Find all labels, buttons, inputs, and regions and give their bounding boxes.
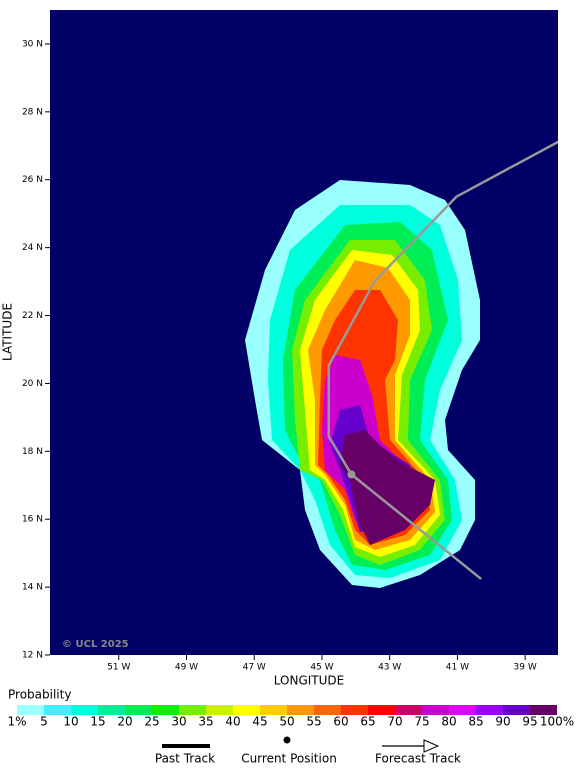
legend-label: 75 <box>414 715 429 729</box>
legend-label: 35 <box>198 715 213 729</box>
x-axis-label: LONGITUDE <box>274 674 344 688</box>
probability-contour <box>340 430 435 545</box>
y-tick-label: 26 N <box>22 175 43 185</box>
legend-swatch <box>422 705 449 715</box>
x-tick-label: 39 W <box>514 663 537 673</box>
legend-label: 25 <box>144 715 159 729</box>
x-tick-label: 41 W <box>446 663 469 673</box>
legend-label: 70 <box>387 715 402 729</box>
x-tick-label: 43 W <box>378 663 401 673</box>
legend-label: 90 <box>495 715 510 729</box>
legend-label: 60 <box>333 715 348 729</box>
legend-label: 95 <box>522 715 537 729</box>
legend-swatch <box>341 705 368 715</box>
legend-label: 65 <box>360 715 375 729</box>
legend-swatch <box>179 705 206 715</box>
legend-label: 40 <box>225 715 240 729</box>
legend-label: 45 <box>252 715 267 729</box>
legend-label: 5 <box>40 715 48 729</box>
copyright: © UCL 2025 <box>62 639 129 650</box>
legend-swatch <box>368 705 395 715</box>
legend-swatch <box>98 705 125 715</box>
x-tick-label: 45 W <box>310 663 333 673</box>
probability-field <box>245 180 480 588</box>
y-tick-label: 18 N <box>22 447 43 457</box>
legend-label: 10 <box>63 715 78 729</box>
key-label: Past Track <box>155 752 215 766</box>
legend-swatch <box>395 705 422 715</box>
legend-label: 20 <box>117 715 132 729</box>
y-tick-label: 28 N <box>22 107 43 117</box>
y-tick-label: 22 N <box>22 311 43 321</box>
y-tick-label: 12 N <box>22 651 43 661</box>
legend-swatch <box>476 705 503 715</box>
y-tick-label: 20 N <box>22 379 43 389</box>
legend-swatch <box>17 705 44 715</box>
current-position <box>347 470 356 479</box>
legend-label: 55 <box>306 715 321 729</box>
legend-swatch <box>314 705 341 715</box>
legend-swatch <box>44 705 71 715</box>
legend-swatch <box>503 705 530 715</box>
x-tick-label: 49 W <box>175 663 198 673</box>
legend-swatch <box>449 705 476 715</box>
y-axis-label: LATITUDE <box>1 303 15 361</box>
legend-swatch <box>125 705 152 715</box>
legend-swatch <box>71 705 98 715</box>
legend-label: 80 <box>441 715 456 729</box>
legend-swatch <box>152 705 179 715</box>
legend-swatch <box>206 705 233 715</box>
legend-label: 85 <box>468 715 483 729</box>
legend-label: 15 <box>90 715 105 729</box>
y-tick-label: 24 N <box>22 243 43 253</box>
key-label: Forecast Track <box>375 752 461 766</box>
x-tick-label: 51 W <box>107 663 130 673</box>
forecast-arrow-head <box>423 739 440 753</box>
x-tick-label: 47 W <box>243 663 266 673</box>
y-tick-label: 30 N <box>22 39 43 49</box>
legend-swatch <box>233 705 260 715</box>
legend-title: Probability <box>8 688 71 702</box>
key-label: Current Position <box>241 752 337 766</box>
legend-swatch <box>287 705 314 715</box>
legend-label: 1% <box>7 715 26 729</box>
legend-label: 50 <box>279 715 294 729</box>
legend-swatch <box>530 705 557 715</box>
y-tick-label: 14 N <box>22 583 43 593</box>
y-tick-label: 16 N <box>22 515 43 525</box>
legend-swatch <box>260 705 287 715</box>
track-layer <box>327 140 558 580</box>
legend-label: 100% <box>540 715 574 729</box>
current-position-symbol <box>283 736 291 744</box>
legend-label: 30 <box>171 715 186 729</box>
